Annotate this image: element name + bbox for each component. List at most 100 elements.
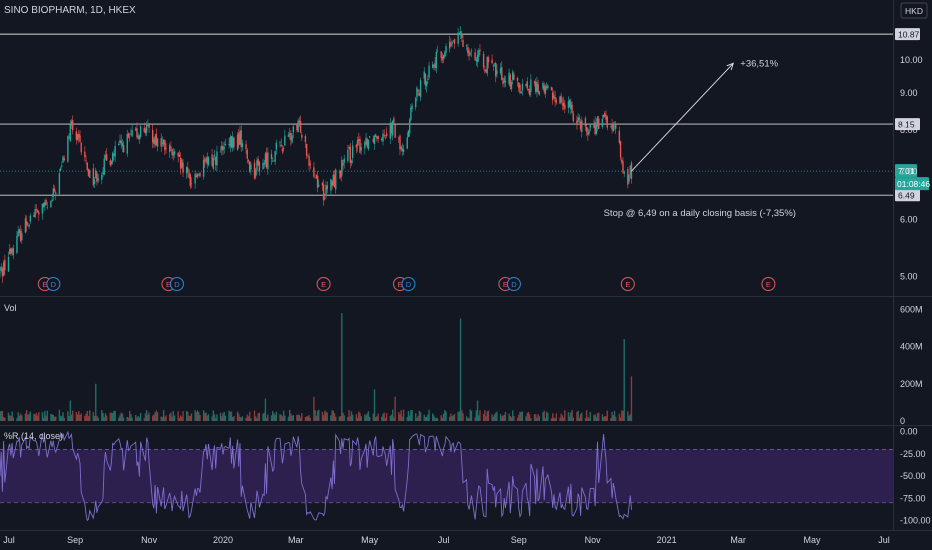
volume-bar[interactable] bbox=[255, 416, 257, 421]
volume-bar[interactable] bbox=[70, 414, 73, 421]
volume-bar[interactable] bbox=[442, 413, 445, 421]
volume-bar[interactable] bbox=[554, 418, 556, 421]
volume-bar[interactable] bbox=[339, 415, 342, 421]
volume-bar[interactable] bbox=[564, 410, 566, 421]
candle[interactable] bbox=[381, 137, 383, 143]
volume-bar[interactable] bbox=[561, 415, 564, 421]
volume-bar[interactable] bbox=[63, 417, 65, 421]
candle[interactable] bbox=[301, 132, 303, 142]
candle[interactable] bbox=[155, 128, 158, 146]
candle[interactable] bbox=[33, 212, 35, 217]
candle[interactable] bbox=[246, 148, 248, 164]
volume-bar[interactable] bbox=[185, 410, 188, 421]
candle[interactable] bbox=[263, 160, 265, 169]
volume-bar[interactable] bbox=[34, 414, 36, 421]
volume-bar[interactable] bbox=[287, 416, 290, 421]
candle[interactable] bbox=[333, 169, 336, 188]
volume-bar[interactable] bbox=[145, 410, 148, 421]
candle[interactable] bbox=[105, 148, 108, 161]
volume-bar[interactable] bbox=[538, 416, 541, 421]
volume-bar[interactable] bbox=[299, 417, 302, 421]
candle[interactable] bbox=[147, 119, 149, 127]
candle[interactable] bbox=[440, 50, 442, 63]
candlestick-series[interactable] bbox=[0, 25, 633, 283]
candle[interactable] bbox=[525, 83, 527, 87]
volume-bar[interactable] bbox=[301, 413, 303, 421]
volume-bar[interactable] bbox=[627, 411, 629, 421]
candle[interactable] bbox=[475, 57, 478, 67]
candle[interactable] bbox=[112, 151, 114, 165]
volume-bar[interactable] bbox=[267, 414, 269, 421]
candle[interactable] bbox=[459, 25, 462, 39]
candle[interactable] bbox=[165, 142, 167, 154]
volume-bar[interactable] bbox=[628, 415, 630, 421]
candle[interactable] bbox=[130, 128, 132, 136]
volume-bar[interactable] bbox=[179, 415, 182, 421]
candle[interactable] bbox=[224, 138, 227, 147]
candle[interactable] bbox=[605, 110, 607, 123]
volume-bar[interactable] bbox=[61, 416, 63, 421]
candle[interactable] bbox=[168, 143, 171, 158]
candle[interactable] bbox=[598, 115, 600, 130]
volume-bar[interactable] bbox=[144, 413, 147, 421]
candle[interactable] bbox=[519, 82, 521, 95]
volume-bar[interactable] bbox=[87, 416, 90, 421]
candle[interactable] bbox=[588, 127, 590, 137]
candle[interactable] bbox=[253, 159, 256, 180]
candle[interactable] bbox=[570, 98, 572, 115]
candle[interactable] bbox=[385, 127, 388, 139]
volume-bar[interactable] bbox=[478, 415, 480, 421]
volume-bar[interactable] bbox=[24, 413, 27, 421]
volume-bar[interactable] bbox=[245, 417, 247, 421]
candle[interactable] bbox=[34, 204, 36, 219]
candle[interactable] bbox=[128, 132, 131, 142]
volume-bar[interactable] bbox=[484, 410, 486, 421]
volume-bar[interactable] bbox=[347, 417, 349, 421]
candle[interactable] bbox=[452, 40, 455, 42]
candle[interactable] bbox=[543, 82, 545, 95]
candle[interactable] bbox=[267, 147, 269, 175]
candle[interactable] bbox=[215, 156, 217, 171]
candle[interactable] bbox=[139, 124, 142, 139]
candle[interactable] bbox=[347, 145, 349, 163]
candle[interactable] bbox=[219, 146, 222, 153]
candle[interactable] bbox=[21, 228, 23, 244]
candle[interactable] bbox=[236, 132, 239, 151]
volume-bar[interactable] bbox=[499, 414, 502, 421]
candle[interactable] bbox=[518, 82, 520, 93]
volume-bar[interactable] bbox=[511, 410, 514, 421]
candle[interactable] bbox=[392, 120, 394, 141]
volume-bar[interactable] bbox=[509, 415, 511, 421]
candle[interactable] bbox=[486, 56, 488, 77]
volume-bar[interactable] bbox=[496, 411, 498, 421]
volume-bar[interactable] bbox=[297, 414, 299, 421]
candle[interactable] bbox=[135, 126, 137, 131]
volume-bar[interactable] bbox=[393, 417, 395, 421]
candle[interactable] bbox=[383, 129, 385, 139]
volume-bar[interactable] bbox=[594, 414, 596, 421]
volume-bar[interactable] bbox=[318, 409, 320, 421]
volume-bar[interactable] bbox=[343, 415, 345, 421]
candle[interactable] bbox=[45, 197, 47, 206]
candle[interactable] bbox=[52, 184, 55, 201]
candle[interactable] bbox=[436, 45, 439, 53]
candle[interactable] bbox=[553, 89, 555, 99]
dividend-marker[interactable]: D bbox=[506, 277, 521, 291]
volume-bar[interactable] bbox=[109, 412, 111, 421]
volume-bar[interactable] bbox=[543, 410, 545, 421]
candle[interactable] bbox=[594, 116, 596, 136]
candle[interactable] bbox=[516, 76, 519, 87]
candle[interactable] bbox=[126, 129, 128, 157]
candle[interactable] bbox=[190, 177, 193, 189]
volume-bar[interactable] bbox=[612, 415, 614, 421]
volume-bar[interactable] bbox=[27, 415, 29, 421]
volume-bar[interactable] bbox=[436, 418, 439, 421]
volume-bar[interactable] bbox=[579, 414, 582, 421]
candle[interactable] bbox=[572, 110, 574, 123]
candle[interactable] bbox=[188, 169, 190, 179]
candle[interactable] bbox=[119, 134, 121, 145]
candle[interactable] bbox=[355, 143, 358, 154]
volume-bar[interactable] bbox=[450, 413, 452, 421]
volume-bar[interactable] bbox=[222, 413, 224, 421]
volume-bar[interactable] bbox=[291, 415, 293, 421]
